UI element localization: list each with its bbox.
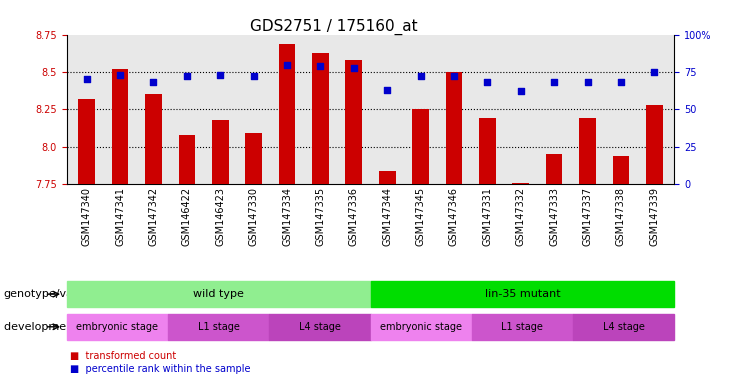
Bar — [512, 183, 529, 184]
Bar — [179, 135, 195, 184]
Bar — [212, 120, 229, 184]
Text: wild type: wild type — [193, 289, 244, 299]
Point — [348, 65, 359, 71]
Point — [382, 87, 393, 93]
Point — [247, 73, 259, 79]
Point — [482, 79, 494, 86]
Point — [281, 61, 293, 68]
Bar — [646, 105, 662, 184]
Point — [147, 79, 159, 86]
Point — [415, 73, 427, 79]
Bar — [279, 43, 296, 184]
Point — [81, 76, 93, 83]
Bar — [479, 118, 496, 184]
Bar — [145, 94, 162, 184]
Text: lin-35 mutant: lin-35 mutant — [485, 289, 560, 299]
Text: embryonic stage: embryonic stage — [76, 322, 159, 332]
Text: embryonic stage: embryonic stage — [380, 322, 462, 332]
Point — [615, 79, 627, 86]
Point — [181, 73, 193, 79]
Point — [648, 69, 660, 75]
Text: development stage: development stage — [4, 322, 112, 332]
Text: ■  transformed count: ■ transformed count — [70, 351, 176, 361]
Text: GDS2751 / 175160_at: GDS2751 / 175160_at — [250, 19, 417, 35]
Bar — [79, 99, 95, 184]
Bar — [445, 72, 462, 184]
Text: L1 stage: L1 stage — [198, 322, 239, 332]
Bar — [312, 53, 329, 184]
Bar — [546, 154, 562, 184]
Bar — [345, 60, 362, 184]
Point — [448, 73, 460, 79]
Bar — [613, 156, 629, 184]
Point — [114, 72, 126, 78]
Text: L4 stage: L4 stage — [299, 322, 341, 332]
Text: L1 stage: L1 stage — [502, 322, 543, 332]
Bar — [412, 109, 429, 184]
Point — [582, 79, 594, 86]
Point — [515, 88, 527, 94]
Text: ■  percentile rank within the sample: ■ percentile rank within the sample — [70, 364, 251, 374]
Bar — [245, 133, 262, 184]
Point — [548, 79, 560, 86]
Bar — [379, 171, 396, 184]
Point — [214, 72, 226, 78]
Bar — [579, 118, 596, 184]
Point — [314, 63, 326, 69]
Text: L4 stage: L4 stage — [602, 322, 645, 332]
Bar — [112, 69, 128, 184]
Text: genotype/variation: genotype/variation — [4, 289, 110, 299]
